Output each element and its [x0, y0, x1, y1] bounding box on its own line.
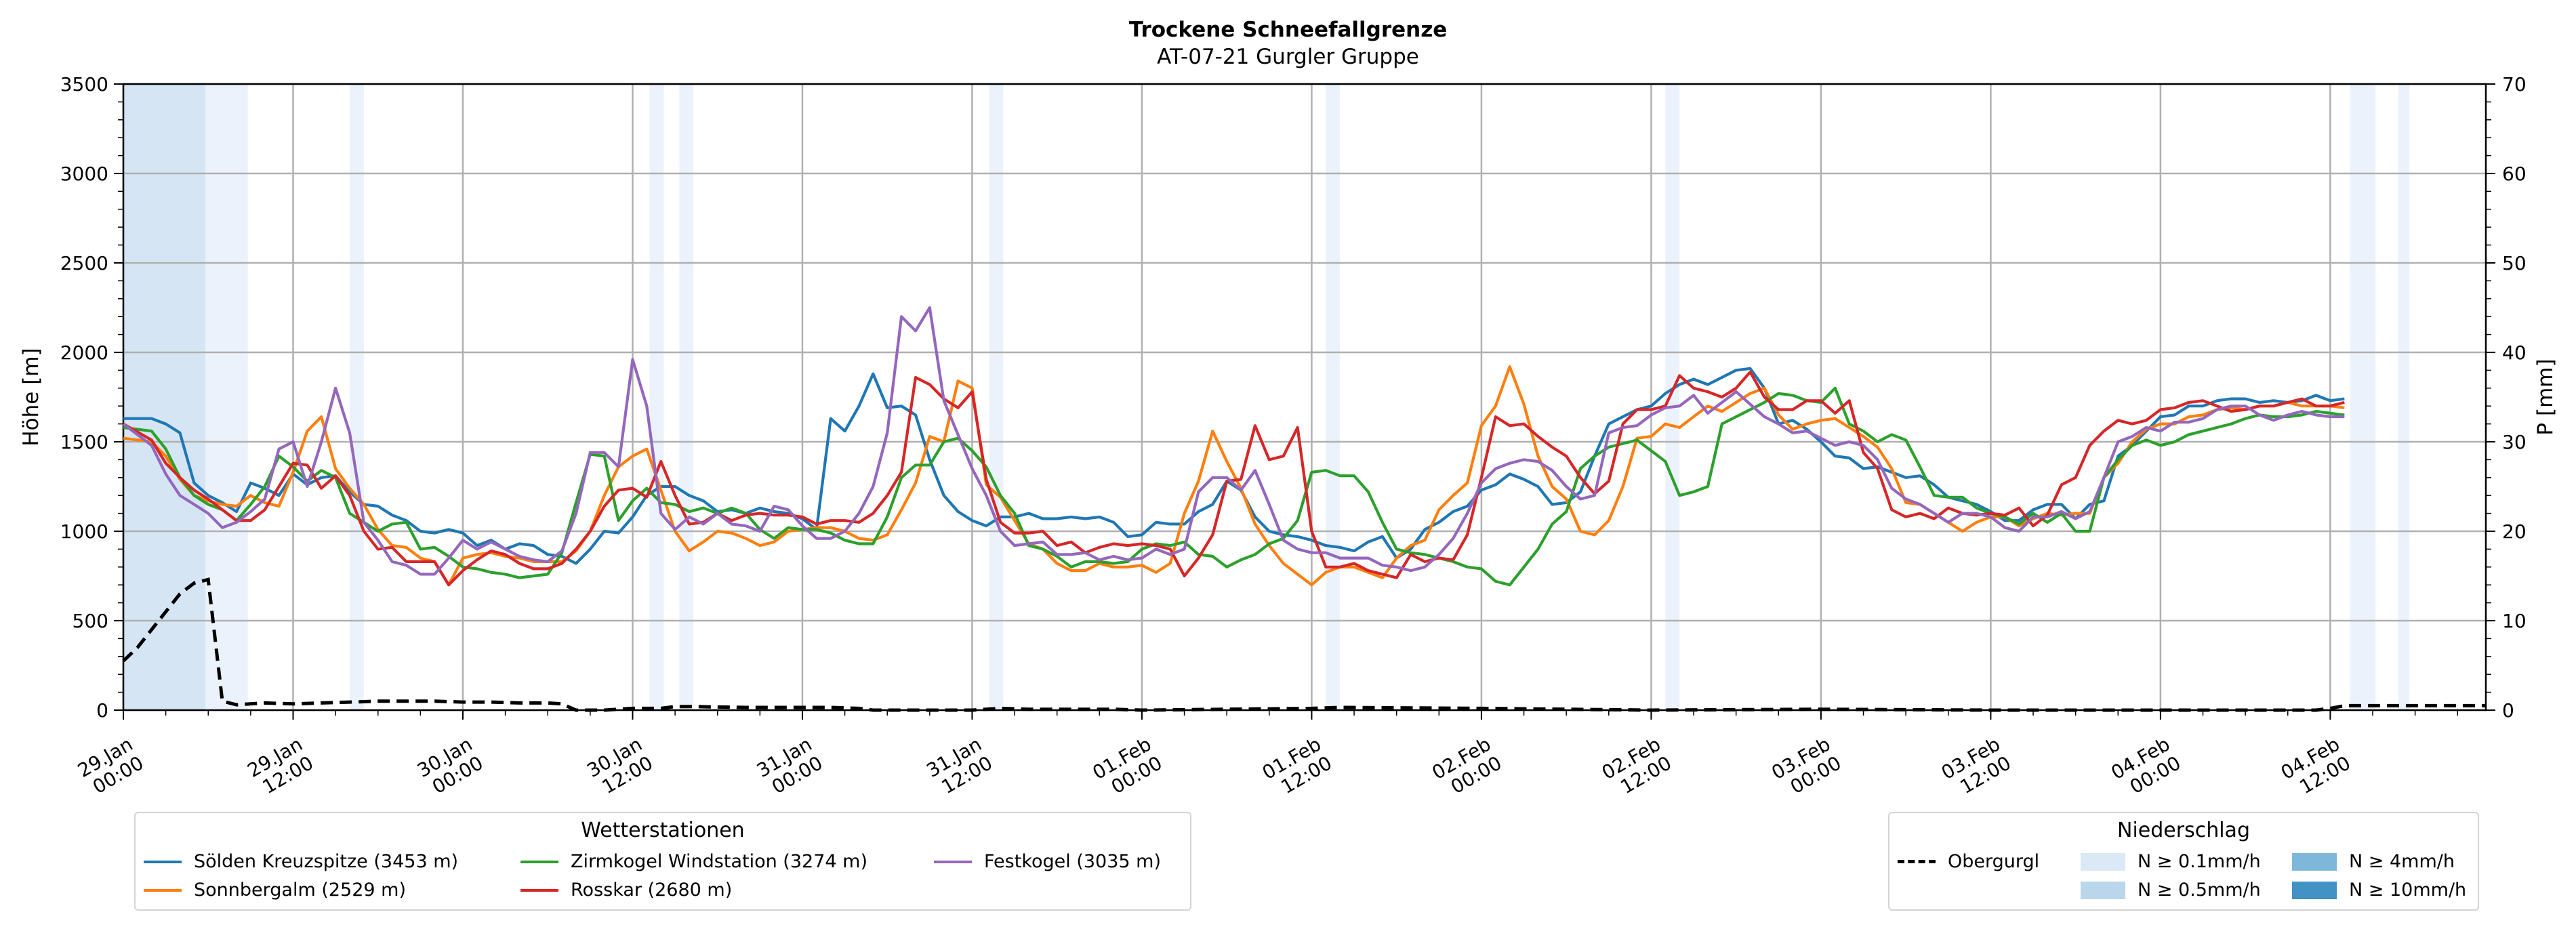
- legend-fill-swatch: [2081, 881, 2125, 899]
- legend-item-soelden: Sölden Kreuzspitze (3453 m): [144, 851, 458, 872]
- legend-label: Sölden Kreuzspitze (3453 m): [194, 851, 459, 872]
- precip-band: [1665, 84, 1680, 710]
- y2-tick-label: 60: [2502, 163, 2527, 185]
- legend-label: N ≥ 0.5mm/h: [2138, 880, 2261, 901]
- y2-tick-label: 50: [2502, 252, 2527, 274]
- legend-label: N ≥ 4mm/h: [2349, 851, 2455, 872]
- legend-label: Rosskar (2680 m): [571, 880, 733, 901]
- legend-dash-swatch: [1898, 860, 1936, 863]
- precip-line-obergurgl: [122, 577, 2486, 712]
- legend-item-festkogel: Festkogel (3035 m): [934, 851, 1161, 872]
- precip-band: [2350, 84, 2376, 710]
- legend-label: Sonnbergalm (2529 m): [194, 880, 406, 901]
- legend-line-swatch: [144, 888, 182, 892]
- x-tick-label: 29.Jan00:00: [74, 732, 147, 800]
- y-axis-label: Höhe [m]: [19, 348, 43, 446]
- x-tick-label: 29.Jan12:00: [244, 732, 317, 800]
- precip-band: [123, 84, 206, 710]
- y-tick-label: 2000: [60, 342, 108, 364]
- y2-tick-label: 0: [2502, 699, 2514, 722]
- legend-item-zirmkogel: Zirmkogel Windstation (3274 m): [520, 851, 867, 872]
- legend-item-precip-4: N ≥ 4mm/h: [2292, 851, 2455, 872]
- precip-band: [1326, 84, 1341, 710]
- y-tick-label: 500: [73, 610, 108, 632]
- legend-label: N ≥ 0.1mm/h: [2138, 851, 2261, 872]
- chart-title: Trockene Schneefallgrenze: [1128, 18, 1448, 42]
- plot-area: 0 500 1000 1500 2000 2500 3000 3500 0 10 20 30 40 50 6…: [19, 73, 2558, 802]
- y2-tick-label: 70: [2502, 73, 2527, 96]
- y2-axis-label: P [mm]: [2533, 358, 2558, 435]
- legend-label: Festkogel (3035 m): [984, 851, 1162, 872]
- y-tick-label: 1500: [60, 431, 108, 453]
- stations-legend: Wetterstationen Sölden Kreuzspitze (3453…: [134, 812, 1191, 911]
- precip-band: [349, 84, 364, 710]
- precip-legend-title: Niederschlag: [2117, 819, 2250, 842]
- y-tick-label: 2500: [60, 252, 108, 274]
- x-tick-label: 30.Jan00:00: [413, 732, 487, 800]
- legend-line-swatch: [520, 888, 558, 892]
- y-tick-label: 1000: [60, 520, 108, 543]
- series-line-soelden: [123, 367, 2345, 565]
- y2-tick-label: 40: [2502, 342, 2527, 364]
- stations-legend-title: Wetterstationen: [581, 819, 745, 842]
- y2-tick-label: 10: [2502, 610, 2527, 632]
- precip-band: [989, 84, 1004, 710]
- y2-tick-label: 20: [2502, 520, 2527, 543]
- x-tick-label: 03.Feb00:00: [1767, 732, 1845, 802]
- precip-band: [679, 84, 694, 710]
- precip-legend: Niederschlag Obergurgl N ≥ 0.1mm/h N ≥ 0…: [1888, 812, 2479, 911]
- legend-line-swatch: [934, 860, 972, 863]
- legend-item-precip-01: N ≥ 0.1mm/h: [2081, 851, 2261, 872]
- x-tick-label: 01.Feb00:00: [1088, 732, 1166, 802]
- x-tick-label: 01.Feb12:00: [1259, 732, 1336, 802]
- x-tick-label: 31.Jan00:00: [753, 732, 826, 800]
- series-line-rosskar: [122, 370, 2345, 587]
- x-tick-label: 02.Feb00:00: [1428, 732, 1505, 802]
- precip-band: [205, 84, 248, 710]
- legend-item-precip-10: N ≥ 10mm/h: [2292, 880, 2466, 901]
- x-tick-label: 02.Feb12:00: [1598, 732, 1675, 802]
- plot-frame: [122, 83, 2487, 711]
- legend-label: Zirmkogel Windstation (3274 m): [571, 851, 867, 872]
- y-tick-label: 0: [96, 699, 108, 722]
- x-tick-label: 04.Feb00:00: [2107, 732, 2184, 802]
- legend-label: Obergurgl: [1948, 851, 2040, 872]
- legend-label: N ≥ 10mm/h: [2349, 880, 2467, 901]
- precip-band: [2398, 84, 2410, 710]
- y-tick-label: 3500: [60, 73, 108, 96]
- legend-fill-swatch: [2292, 881, 2337, 899]
- legend-item-sonnbergalm: Sonnbergalm (2529 m): [144, 880, 406, 901]
- series-line-festkogel: [122, 306, 2345, 576]
- legend-fill-swatch: [2292, 852, 2337, 871]
- x-tick-label: 04.Feb12:00: [2277, 732, 2354, 802]
- legend-item-obergurgl: Obergurgl: [1898, 851, 2039, 872]
- precip-band: [649, 84, 664, 710]
- x-tick-label: 30.Jan12:00: [584, 732, 657, 800]
- legend-line-swatch: [520, 860, 558, 863]
- x-tick-label: 31.Jan12:00: [923, 732, 996, 800]
- legend-fill-swatch: [2081, 852, 2125, 871]
- y-tick-label: 3000: [60, 163, 108, 185]
- chart-subtitle: AT-07-21 Gurgler Gruppe: [1157, 45, 1419, 69]
- y2-tick-label: 30: [2502, 431, 2527, 453]
- series-line-zirmkogel: [123, 386, 2345, 587]
- legend-line-swatch: [144, 860, 182, 863]
- legend-item-rosskar: Rosskar (2680 m): [520, 880, 732, 901]
- legend-item-precip-05: N ≥ 0.5mm/h: [2081, 880, 2261, 901]
- series-line-sonnbergalm: [123, 365, 2345, 587]
- x-tick-label: 03.Feb12:00: [1938, 732, 2015, 802]
